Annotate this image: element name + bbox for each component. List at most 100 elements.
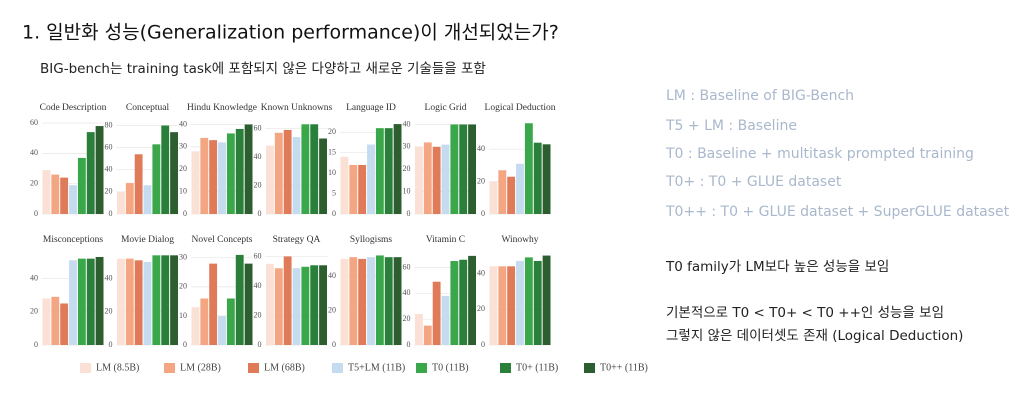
y-tick-label: 0 bbox=[481, 209, 485, 218]
y-tick-label: 60 bbox=[105, 142, 113, 151]
bar bbox=[459, 124, 468, 214]
chart-title: Hindu Knowledge bbox=[187, 103, 257, 113]
y-tick-label: 0 bbox=[258, 340, 262, 349]
y-tick-label: 60 bbox=[254, 251, 262, 260]
bar bbox=[524, 257, 533, 345]
chart-title: Novel Concepts bbox=[192, 235, 253, 245]
bar bbox=[450, 261, 459, 345]
y-tick-label: 10 bbox=[179, 186, 187, 195]
bar bbox=[542, 255, 551, 345]
bar bbox=[152, 144, 161, 214]
chart-title: Movie Dialog bbox=[121, 235, 174, 245]
bar bbox=[42, 298, 51, 345]
chart-title: Vitamin C bbox=[426, 235, 465, 245]
bar bbox=[384, 257, 393, 345]
bar bbox=[143, 261, 152, 345]
chart-title: Misconceptions bbox=[43, 235, 103, 245]
y-tick-label: 60 bbox=[30, 118, 38, 127]
note: T0++ : T0 + GLUE dataset + SuperGLUE dat… bbox=[665, 204, 1010, 220]
legend-swatch bbox=[332, 363, 343, 373]
bar bbox=[235, 254, 244, 345]
bar bbox=[432, 281, 441, 345]
y-tick-label: 40 bbox=[477, 144, 485, 153]
bar bbox=[415, 146, 423, 214]
y-tick-label: 40 bbox=[403, 288, 411, 297]
bar bbox=[367, 257, 375, 345]
bar bbox=[498, 170, 507, 214]
y-tick-label: 20 bbox=[105, 187, 113, 196]
legend-swatch bbox=[584, 363, 595, 373]
bar bbox=[125, 258, 134, 345]
chart-title: Logical Deduction bbox=[485, 103, 556, 113]
y-tick-label: 30 bbox=[403, 142, 411, 151]
legend-label: T5+LM (11B) bbox=[348, 362, 405, 373]
bar bbox=[393, 124, 402, 214]
y-tick-label: 40 bbox=[105, 165, 113, 174]
bar bbox=[542, 144, 551, 214]
legend-swatch bbox=[248, 363, 259, 373]
bar bbox=[170, 255, 178, 345]
legend-label: T0 (11B) bbox=[432, 362, 469, 373]
y-tick-label: 20 bbox=[328, 127, 336, 136]
bar bbox=[161, 255, 170, 345]
chart-title: Syllogisms bbox=[350, 235, 393, 245]
y-tick-label: 40 bbox=[105, 273, 113, 282]
bar bbox=[283, 256, 292, 345]
y-tick-label: 5 bbox=[332, 188, 336, 197]
bar bbox=[349, 164, 358, 214]
bar bbox=[283, 129, 292, 214]
bar bbox=[191, 151, 200, 214]
subtitle: BIG-bench는 training task에 포함되지 않은 다양하고 새… bbox=[40, 61, 486, 77]
note: T5 + LM : Baseline bbox=[665, 118, 797, 134]
bar bbox=[524, 123, 533, 214]
bar bbox=[69, 260, 77, 345]
bar bbox=[301, 266, 310, 345]
legend-swatch bbox=[164, 363, 175, 373]
legend-swatch bbox=[416, 363, 427, 373]
bar bbox=[200, 298, 209, 345]
bar bbox=[274, 132, 283, 214]
y-tick-label: 30 bbox=[179, 142, 187, 151]
legend-swatch bbox=[500, 363, 511, 373]
y-tick-label: 10 bbox=[403, 186, 411, 195]
bar bbox=[367, 144, 375, 214]
y-tick-label: 40 bbox=[30, 148, 38, 157]
bar bbox=[393, 257, 402, 345]
chart-title: Logic Grid bbox=[425, 103, 467, 113]
bar bbox=[507, 266, 516, 345]
y-tick-label: 20 bbox=[30, 307, 38, 316]
y-tick-label: 20 bbox=[477, 304, 485, 313]
bar bbox=[60, 303, 69, 345]
legend-label: T0++ (11B) bbox=[600, 362, 648, 373]
bar bbox=[533, 142, 542, 214]
bar bbox=[358, 164, 367, 214]
bar bbox=[423, 142, 432, 214]
bar bbox=[161, 125, 170, 214]
bar bbox=[450, 124, 459, 214]
y-tick-label: 40 bbox=[179, 119, 187, 128]
y-tick-label: 0 bbox=[332, 209, 336, 218]
y-tick-label: 20 bbox=[30, 179, 38, 188]
chart-title: Language ID bbox=[346, 103, 396, 113]
bar bbox=[117, 191, 125, 214]
y-tick-label: 40 bbox=[254, 281, 262, 290]
bar bbox=[489, 181, 498, 214]
bar bbox=[152, 255, 161, 345]
bar bbox=[117, 258, 125, 345]
bar bbox=[218, 315, 226, 345]
y-tick-label: 80 bbox=[105, 120, 113, 129]
bar bbox=[468, 124, 476, 214]
bar bbox=[310, 265, 319, 345]
y-tick-label: 20 bbox=[179, 282, 187, 291]
y-tick-label: 0 bbox=[332, 340, 336, 349]
bar bbox=[516, 163, 524, 214]
y-tick-label: 0 bbox=[407, 209, 411, 218]
y-tick-label: 20 bbox=[105, 307, 113, 316]
bar bbox=[432, 146, 441, 214]
bar bbox=[533, 260, 542, 345]
y-tick-label: 10 bbox=[179, 311, 187, 320]
bar bbox=[340, 258, 349, 345]
y-tick-label: 0 bbox=[34, 340, 38, 349]
bar bbox=[95, 126, 104, 214]
bar bbox=[441, 144, 450, 214]
